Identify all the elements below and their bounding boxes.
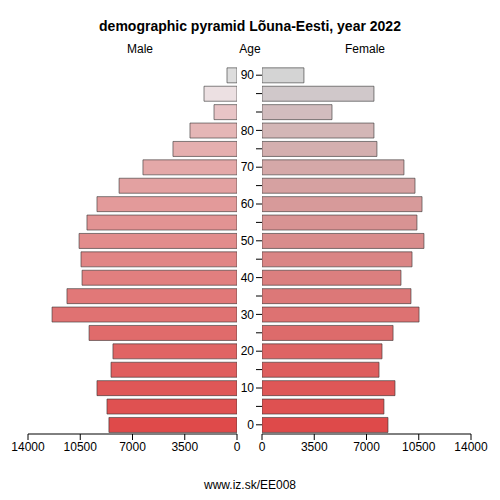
svg-text:10: 10 xyxy=(241,381,255,395)
svg-text:7000: 7000 xyxy=(119,440,146,454)
svg-text:3500: 3500 xyxy=(171,440,198,454)
html-text:Age: Age xyxy=(239,42,261,56)
html-text:www.iz.sk/EE008: www.iz.sk/EE008 xyxy=(204,478,296,492)
svg-text:60: 60 xyxy=(241,197,255,211)
svg-text:50: 50 xyxy=(241,234,255,248)
svg-text:14000: 14000 xyxy=(11,440,45,454)
svg-text:0: 0 xyxy=(247,418,254,432)
svg-text:80: 80 xyxy=(241,124,255,138)
svg-text:3500: 3500 xyxy=(301,440,328,454)
svg-text:40: 40 xyxy=(241,271,255,285)
html-text:demographic pyramid Lõuna-Eest: demographic pyramid Lõuna-Eesti, year 20… xyxy=(99,18,401,34)
svg-text:0: 0 xyxy=(234,440,241,454)
svg-text:70: 70 xyxy=(241,160,255,174)
svg-text:20: 20 xyxy=(241,344,255,358)
svg-text:90: 90 xyxy=(241,68,255,82)
svg-text:0: 0 xyxy=(259,440,266,454)
svg-text:10500: 10500 xyxy=(402,440,436,454)
html-text:Male: Male xyxy=(127,42,153,56)
svg-text:30: 30 xyxy=(241,308,255,322)
svg-text:7000: 7000 xyxy=(353,440,380,454)
svg-text:14000: 14000 xyxy=(454,440,488,454)
svg-text:10500: 10500 xyxy=(64,440,98,454)
html-text:Female: Female xyxy=(345,42,385,56)
